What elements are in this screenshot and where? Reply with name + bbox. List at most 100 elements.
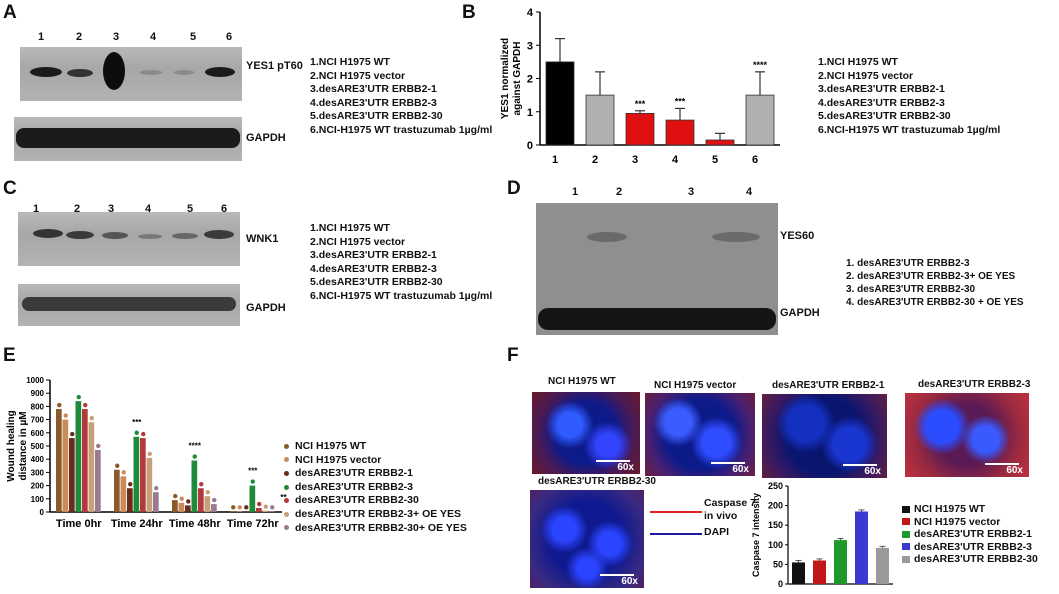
legend-a-item: 3.desARE3'UTR ERBB2-1	[310, 83, 437, 96]
bar	[172, 500, 178, 512]
legend-marker	[284, 443, 289, 449]
data-point	[115, 463, 120, 468]
x-tick-label: Time 72hr	[227, 518, 279, 530]
band-label-gapdh-d: GAPDH	[780, 307, 820, 319]
lane-number: 5	[187, 203, 194, 215]
legend-f: NCI H1975 WT NCI H1975 vector desARE3'UTR …	[902, 503, 1038, 566]
legend-e-item: desARE3'UTR ERBB2-3+ OE YES	[284, 508, 467, 522]
x-tick-label: 1	[552, 154, 558, 166]
legend-e: NCI H1975 WT NCI H1975 vector desARE3'UTR …	[284, 440, 467, 535]
x-tick-label: Time 48hr	[169, 518, 221, 530]
lane-number: 2	[74, 203, 81, 215]
band-label-yes60: YES60	[780, 230, 815, 242]
lane-number: 3	[688, 186, 695, 198]
data-point	[186, 499, 191, 504]
bar	[153, 492, 159, 512]
lane-number: 4	[145, 203, 152, 215]
western-blot-wnk1	[18, 212, 240, 266]
panel-label-d: D	[507, 178, 521, 199]
data-point	[141, 431, 146, 437]
legend-marker	[284, 484, 289, 490]
y-axis-label: Wound healingdistance in µM	[6, 410, 29, 481]
bar	[625, 113, 655, 146]
bar	[120, 476, 127, 512]
data-point	[263, 504, 268, 509]
legend-c-item: 1.NCI H1975 WT	[310, 222, 390, 234]
bar	[585, 94, 615, 146]
bar	[95, 449, 101, 512]
legend-c-item: 5.desARE3'UTR ERBB2-30	[310, 276, 443, 289]
legend-e-item: desARE3'UTR ERBB2-30+ OE YES	[284, 522, 467, 536]
legend-swatch	[902, 543, 910, 551]
band-a6	[205, 67, 235, 77]
data-point	[199, 482, 204, 487]
band-c4	[138, 234, 162, 239]
lane-number: 2	[616, 186, 623, 198]
bar	[249, 485, 256, 512]
y-tick-label: 1000	[26, 376, 44, 385]
band-c6	[204, 230, 234, 239]
lane-number: 6	[226, 31, 233, 43]
legend-f-item: NCI H1975 vector	[902, 516, 1038, 529]
magnification-label: 60x	[864, 466, 881, 477]
band-d4	[712, 232, 760, 242]
legend-a-item: 4.desARE3'UTR ERBB2-3	[310, 96, 437, 109]
data-point	[231, 505, 236, 510]
data-point	[96, 443, 101, 449]
data-point	[270, 505, 275, 510]
bar	[88, 422, 95, 512]
x-tick-label: 5	[712, 154, 718, 166]
legend-label: desARE3'UTR ERBB2-30+ OE YES	[295, 521, 467, 534]
lane-number: 5	[190, 31, 197, 43]
bar	[665, 119, 695, 146]
significance-mark: ****	[753, 60, 768, 70]
stain-legend-caspase-label: Caspase 7 in vivo	[704, 497, 756, 522]
y-tick-label: 2	[527, 74, 533, 86]
y-tick-label: 0	[527, 140, 533, 152]
data-point	[121, 470, 126, 475]
data-point	[128, 482, 133, 487]
legend-e-item: desARE3'UTR ERBB2-30	[284, 494, 467, 508]
y-tick-label: 100	[31, 495, 45, 504]
y-tick-label: 3	[527, 40, 533, 52]
legend-label: desARE3'UTR ERBB2-30	[295, 494, 419, 507]
magnification-label: 60x	[1006, 465, 1023, 476]
legend-label: NCI H1975 WT	[295, 440, 367, 452]
magnification-label: 60x	[732, 464, 749, 475]
legend-a-item: 5.desARE3'UTR ERBB2-30	[310, 110, 443, 123]
y-tick-label: 150	[768, 520, 783, 530]
bar	[133, 436, 140, 512]
legend-label: NCI H1975 vector	[295, 453, 382, 466]
significance-mark: ***	[635, 99, 646, 109]
legend-c-item: 3.desARE3'UTR ERBB2-1	[310, 249, 437, 262]
chart-b: 0 1 2 3 4 YES1 normalizedagainst GAPDH 1 2 *** 3 *…	[500, 7, 780, 166]
bar	[262, 510, 269, 512]
band-label-gapdh-a: GAPDH	[246, 132, 286, 144]
data-point	[237, 505, 242, 510]
y-tick-label: 300	[31, 468, 45, 477]
scale-bar	[843, 464, 877, 466]
legend-label: desARE3'UTR ERBB2-3	[914, 540, 1033, 553]
y-axis-label: YES1 normalizedagainst GAPDH	[500, 38, 523, 119]
lane-number: 4	[150, 31, 157, 43]
micrograph-erbb2-30: 60x	[530, 490, 644, 588]
bar	[236, 511, 243, 512]
bar	[705, 139, 735, 146]
legend-e-item: desARE3'UTR ERBB2-3	[284, 481, 467, 495]
lane-number: 1	[572, 186, 579, 198]
bar	[178, 502, 185, 512]
x-tick-label: Time 24hr	[111, 518, 163, 530]
data-point	[179, 496, 184, 501]
bar	[256, 508, 262, 512]
data-point	[147, 451, 152, 457]
panel-label-a: A	[3, 2, 17, 23]
band-d2	[587, 232, 627, 242]
bar	[243, 511, 249, 512]
bar	[62, 419, 69, 512]
band-a2	[67, 69, 93, 77]
panel-label-c: C	[3, 178, 17, 199]
data-point	[76, 394, 81, 400]
significance-mark: ***	[248, 467, 258, 476]
legend-e-item: NCI H1975 WT	[284, 440, 467, 454]
legend-swatch	[902, 555, 910, 563]
